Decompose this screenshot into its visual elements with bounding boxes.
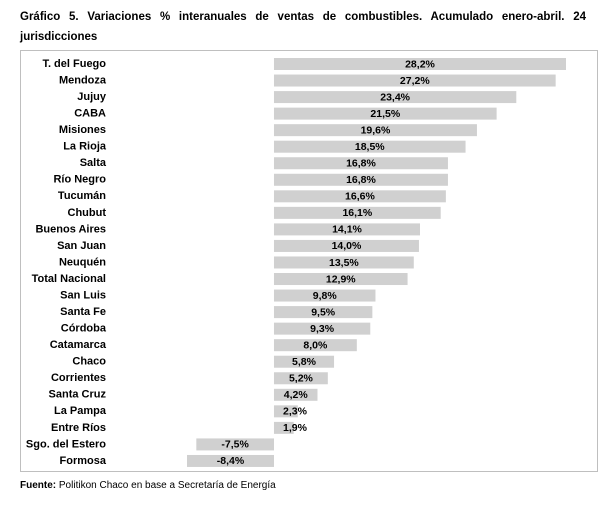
bar <box>273 107 497 120</box>
category-label: Mendoza <box>59 74 107 86</box>
value-label: -7,5% <box>221 439 249 451</box>
category-label: Formosa <box>60 455 107 467</box>
value-label: 16,8% <box>346 174 376 186</box>
category-label: Jujuy <box>77 91 107 103</box>
value-label: 5,2% <box>289 373 314 385</box>
bar <box>273 173 448 186</box>
chart: T. del Fuego 28,2% Mendoza 27,2% Jujuy 23,4% C… <box>20 50 598 472</box>
source-label: Fuente: <box>20 480 57 491</box>
value-label: 9,5% <box>311 306 336 318</box>
category-label: Misiones <box>59 124 106 136</box>
value-label: 2,3% <box>283 406 308 418</box>
category-label: Córdoba <box>61 323 107 335</box>
bar <box>273 157 448 170</box>
value-label: 14,0% <box>332 240 362 252</box>
category-label: Neuquén <box>59 256 106 268</box>
bar <box>273 372 328 385</box>
bar <box>273 273 408 286</box>
bar <box>273 256 414 269</box>
category-label: T. del Fuego <box>42 58 106 70</box>
category-label: San Luis <box>60 289 106 301</box>
category-label: Total Nacional <box>32 273 106 285</box>
category-label: Chubut <box>68 207 107 219</box>
value-label: 19,6% <box>361 124 391 136</box>
bar <box>273 91 517 104</box>
value-label: 9,8% <box>313 290 338 302</box>
bar <box>273 289 376 302</box>
value-label: 12,9% <box>326 273 356 285</box>
bar <box>273 124 477 137</box>
bar <box>196 438 274 451</box>
bar <box>273 421 294 434</box>
value-label: 27,2% <box>400 75 430 87</box>
category-label: San Juan <box>57 240 106 252</box>
category-label: La Pampa <box>54 405 107 417</box>
bar <box>273 239 419 252</box>
chart-title: Gráfico 5. Variaciones % interanuales de… <box>20 11 586 43</box>
value-label: 16,6% <box>345 191 375 203</box>
value-label: -8,4% <box>217 455 245 467</box>
bar <box>273 355 335 368</box>
category-label: Corrientes <box>51 372 106 384</box>
category-label: Entre Ríos <box>51 422 106 434</box>
bar <box>273 388 318 401</box>
value-label: 9,3% <box>310 323 335 335</box>
source-text: Politikon Chaco en base a Secretaría de … <box>58 480 276 491</box>
bar <box>273 74 556 87</box>
category-label: Río Negro <box>53 174 106 186</box>
bar <box>273 223 420 236</box>
bar <box>187 454 274 467</box>
value-label: 18,5% <box>355 141 385 153</box>
category-label: Buenos Aires <box>35 223 106 235</box>
bar <box>273 58 566 70</box>
value-label: 16,1% <box>342 207 372 219</box>
value-label: 28,2% <box>405 58 435 70</box>
bar <box>273 206 441 219</box>
category-label: Sgo. del Estero <box>26 438 106 450</box>
value-label: 1,9% <box>283 422 308 434</box>
bar <box>273 306 373 319</box>
category-label: Santa Fe <box>60 306 106 318</box>
value-label: 21,5% <box>370 108 400 120</box>
bar <box>273 190 446 203</box>
category-label: Santa Cruz <box>49 389 107 401</box>
category-label: Tucumán <box>58 190 106 202</box>
bar <box>273 405 298 418</box>
bar <box>273 339 357 352</box>
value-label: 23,4% <box>380 91 410 103</box>
category-label: Salta <box>80 157 107 169</box>
category-label: CABA <box>74 108 106 120</box>
value-label: 4,2% <box>284 389 309 401</box>
value-label: 13,5% <box>329 257 359 269</box>
bar <box>273 140 466 153</box>
value-label: 8,0% <box>303 339 328 351</box>
source-note: Fuente: Politikon Chaco en base a Secret… <box>20 480 276 491</box>
category-label: Chaco <box>72 356 106 368</box>
value-label: 14,1% <box>332 224 362 236</box>
chart-border <box>20 50 598 472</box>
category-label: Catamarca <box>50 339 107 351</box>
value-label: 16,8% <box>346 158 376 170</box>
category-label: La Rioja <box>63 141 107 153</box>
bar <box>273 322 371 335</box>
value-label: 5,8% <box>292 356 317 368</box>
